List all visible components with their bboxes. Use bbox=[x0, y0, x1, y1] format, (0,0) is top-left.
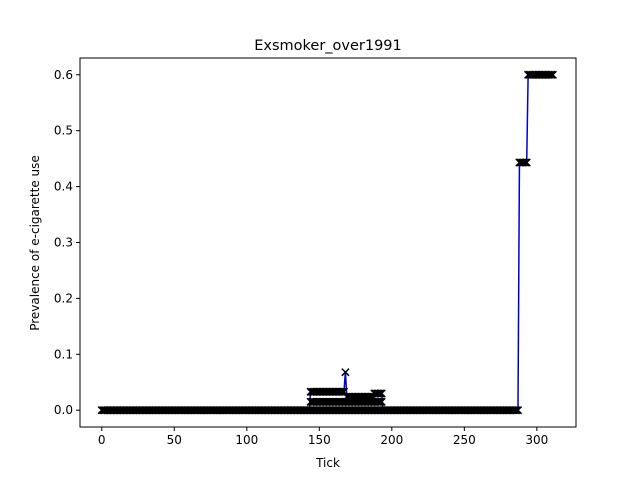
axes: 0 50 100 150 200 250 300 0.0 0.1 0.2 0.3 0.4 0.5 0.6 bbox=[54, 57, 577, 447]
data-point-marker bbox=[341, 368, 350, 377]
data-point-marker bbox=[548, 70, 557, 79]
data-point-marker bbox=[374, 389, 383, 398]
data-point-marker bbox=[376, 397, 385, 406]
y-tick-label: 0.0 bbox=[54, 403, 73, 417]
y-tick-label: 0.6 bbox=[54, 68, 73, 82]
x-tick-label: 0 bbox=[98, 433, 106, 447]
data-point-marker bbox=[547, 70, 556, 79]
y-tick-label: 0.5 bbox=[54, 124, 73, 138]
data-point-marker bbox=[512, 406, 521, 415]
y-tick-label: 0.1 bbox=[54, 347, 73, 361]
data-point-marker bbox=[374, 406, 383, 415]
data-point-marker bbox=[374, 397, 383, 406]
y-tick-label: 0.2 bbox=[54, 291, 73, 305]
data-point-marker bbox=[521, 158, 530, 167]
data-point-marker bbox=[377, 389, 386, 398]
data-point-marker bbox=[376, 389, 385, 398]
data-point-marker bbox=[510, 406, 520, 415]
data-point-marker bbox=[522, 158, 531, 167]
x-tick-label: 300 bbox=[525, 433, 548, 447]
data-point-marker bbox=[519, 158, 528, 167]
x-tick-label: 150 bbox=[308, 433, 331, 447]
data-point-marker bbox=[545, 70, 555, 79]
chart-title: Exsmoker_over1991 bbox=[254, 38, 402, 54]
x-tick-label: 200 bbox=[380, 433, 403, 447]
data-point-marker bbox=[377, 397, 386, 406]
y-tick-label: 0.3 bbox=[54, 236, 73, 250]
x-tick-label: 100 bbox=[235, 433, 258, 447]
data-point-marker bbox=[513, 406, 523, 415]
x-axis-label: Tick bbox=[315, 456, 340, 470]
plot-area bbox=[97, 70, 557, 415]
data-point-marker bbox=[376, 406, 385, 415]
y-axis-label: Prevalence of e-cigarette use bbox=[28, 155, 42, 331]
y-tick-label: 0.4 bbox=[54, 180, 73, 194]
x-tick-label: 250 bbox=[453, 433, 476, 447]
data-point-marker bbox=[377, 406, 386, 415]
x-tick-label: 50 bbox=[167, 433, 182, 447]
